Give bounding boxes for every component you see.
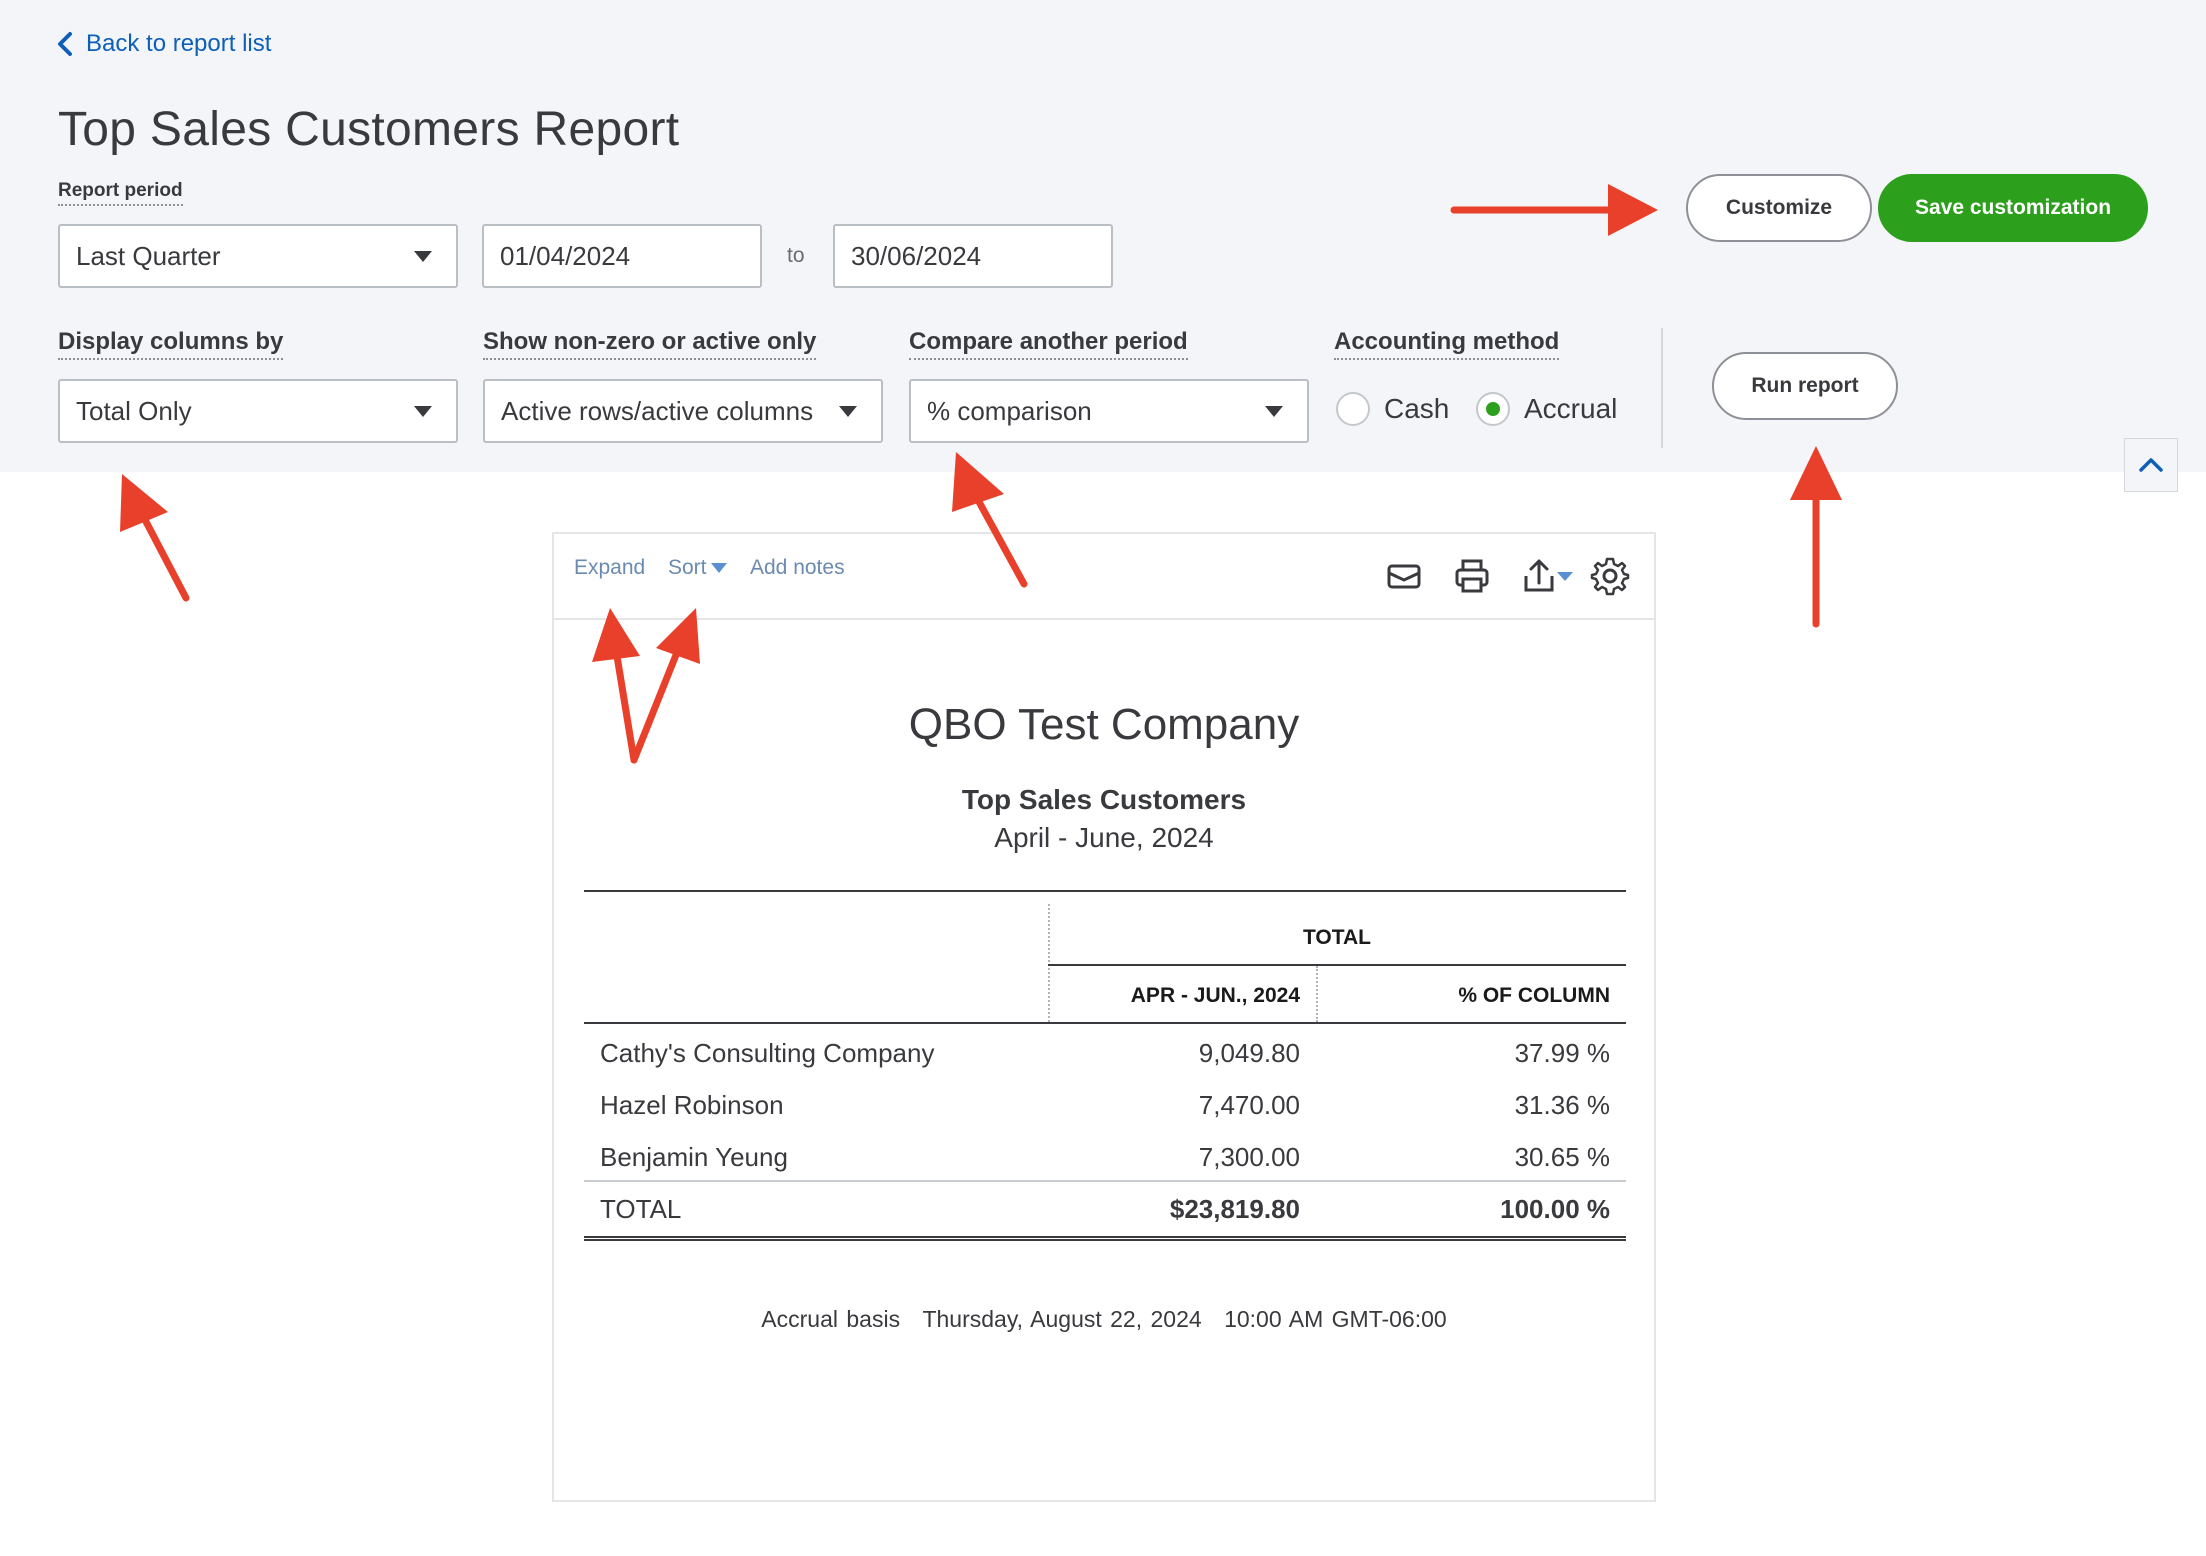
total-amount[interactable]: $23,819.80	[1169, 1194, 1300, 1224]
customer-percent: 31.36 %	[1514, 1090, 1610, 1120]
total-row: TOTAL $23,819.80 100.00 %	[584, 1184, 1626, 1236]
non-zero-value: Active rows/active columns	[501, 395, 814, 426]
compare-period-label: Compare another period	[909, 328, 1188, 360]
header-rule	[1048, 964, 1626, 966]
collapse-options-button[interactable]	[2124, 438, 2178, 492]
settings-icon[interactable]	[1590, 556, 1630, 596]
customer-percent: 30.65 %	[1514, 1142, 1610, 1172]
caret-down-icon	[1265, 405, 1283, 417]
table-row[interactable]: Cathy's Consulting Company 9,049.80 37.9…	[584, 1028, 1626, 1080]
display-columns-select[interactable]: Total Only	[58, 379, 458, 443]
save-customization-button[interactable]: Save customization	[1878, 174, 2148, 242]
back-link-label: Back to report list	[86, 30, 272, 57]
report-period-value: Last Quarter	[76, 240, 221, 271]
footer-time: 10:00 AM GMT-06:00	[1224, 1306, 1447, 1332]
total-double-rule	[584, 1236, 1626, 1241]
total-percent: 100.00 %	[1500, 1194, 1610, 1224]
customer-name: Hazel Robinson	[600, 1090, 784, 1120]
back-to-report-list-link[interactable]: Back to report list	[56, 30, 271, 58]
report-toolbar: Expand Sort Add notes	[554, 534, 1654, 620]
annotation-arrowhead	[120, 474, 168, 532]
total-column-header: TOTAL	[1302, 926, 1372, 949]
table-row[interactable]: Benjamin Yeung 7,300.00 30.65 %	[584, 1132, 1626, 1184]
cash-radio[interactable]	[1336, 392, 1370, 426]
display-columns-value: Total Only	[76, 395, 192, 426]
table-top-rule	[584, 890, 1626, 892]
date-range-to-label: to	[787, 244, 805, 267]
chevron-left-icon	[58, 32, 72, 56]
period-column-header[interactable]: APR - JUN., 2024	[1130, 984, 1300, 1007]
accounting-method-label: Accounting method	[1334, 328, 1560, 360]
chevron-up-icon	[2139, 458, 2163, 472]
compare-period-select[interactable]: % comparison	[909, 379, 1309, 443]
customer-name: Cathy's Consulting Company	[600, 1038, 935, 1068]
cash-radio-option[interactable]: Cash	[1336, 392, 1449, 426]
percent-column-header[interactable]: % OF COLUMN	[1458, 984, 1610, 1007]
report-footer: Accrual basis Thursday, August 22, 2024 …	[554, 1306, 1654, 1333]
report-card: Expand Sort Add notes QBO Test Company T…	[552, 532, 1656, 1502]
accrual-radio-option[interactable]: Accrual	[1476, 392, 1617, 426]
end-date-input[interactable]: 30/06/2024	[833, 224, 1113, 288]
header-bottom-rule	[584, 1022, 1626, 1024]
report-dates: April - June, 2024	[994, 822, 1214, 853]
cash-radio-label: Cash	[1384, 393, 1450, 424]
footer-date: Thursday, August 22, 2024	[922, 1306, 1202, 1332]
page-title: Top Sales Customers Report	[58, 103, 680, 156]
column-divider	[1316, 966, 1318, 1022]
customer-amount[interactable]: 9,049.80	[1198, 1038, 1300, 1068]
annotation-arrow	[138, 510, 190, 602]
start-date-value: 01/04/2024	[500, 240, 631, 271]
caret-down-icon	[839, 405, 857, 417]
column-divider	[1048, 904, 1050, 1022]
total-top-rule	[584, 1180, 1626, 1182]
start-date-input[interactable]: 01/04/2024	[482, 224, 762, 288]
footer-basis: Accrual basis	[761, 1306, 901, 1332]
export-icon[interactable]	[1520, 556, 1576, 596]
sort-label: Sort	[668, 556, 707, 579]
report-name: Top Sales Customers	[961, 784, 1247, 815]
non-zero-label: Show non-zero or active only	[483, 328, 817, 360]
display-columns-label: Display columns by	[58, 328, 284, 360]
end-date-value: 30/06/2024	[851, 240, 982, 271]
run-report-button[interactable]: Run report	[1712, 352, 1898, 420]
options-divider	[1661, 328, 1663, 448]
non-zero-select[interactable]: Active rows/active columns	[483, 379, 883, 443]
email-icon[interactable]	[1384, 556, 1424, 596]
accrual-radio-label: Accrual	[1524, 393, 1618, 424]
caret-down-icon	[414, 250, 432, 262]
customer-amount[interactable]: 7,470.00	[1198, 1090, 1300, 1120]
expand-link[interactable]: Expand	[574, 556, 646, 579]
caret-down-icon	[414, 405, 432, 417]
table-row[interactable]: Hazel Robinson 7,470.00 31.36 %	[584, 1080, 1626, 1132]
add-notes-link[interactable]: Add notes	[750, 556, 845, 579]
customer-amount[interactable]: 7,300.00	[1198, 1142, 1300, 1172]
customer-name: Benjamin Yeung	[600, 1142, 788, 1172]
compare-period-value: % comparison	[927, 395, 1092, 426]
total-label: TOTAL	[600, 1194, 682, 1224]
report-period-select[interactable]: Last Quarter	[58, 224, 458, 288]
customize-button[interactable]: Customize	[1686, 174, 1872, 242]
print-icon[interactable]	[1452, 556, 1492, 596]
customer-percent: 37.99 %	[1514, 1038, 1610, 1068]
sort-dropdown[interactable]: Sort	[668, 556, 727, 580]
accrual-radio[interactable]	[1476, 392, 1510, 426]
report-period-label: Report period	[58, 180, 183, 206]
caret-down-icon	[710, 563, 727, 574]
company-name: QBO Test Company	[908, 700, 1300, 749]
